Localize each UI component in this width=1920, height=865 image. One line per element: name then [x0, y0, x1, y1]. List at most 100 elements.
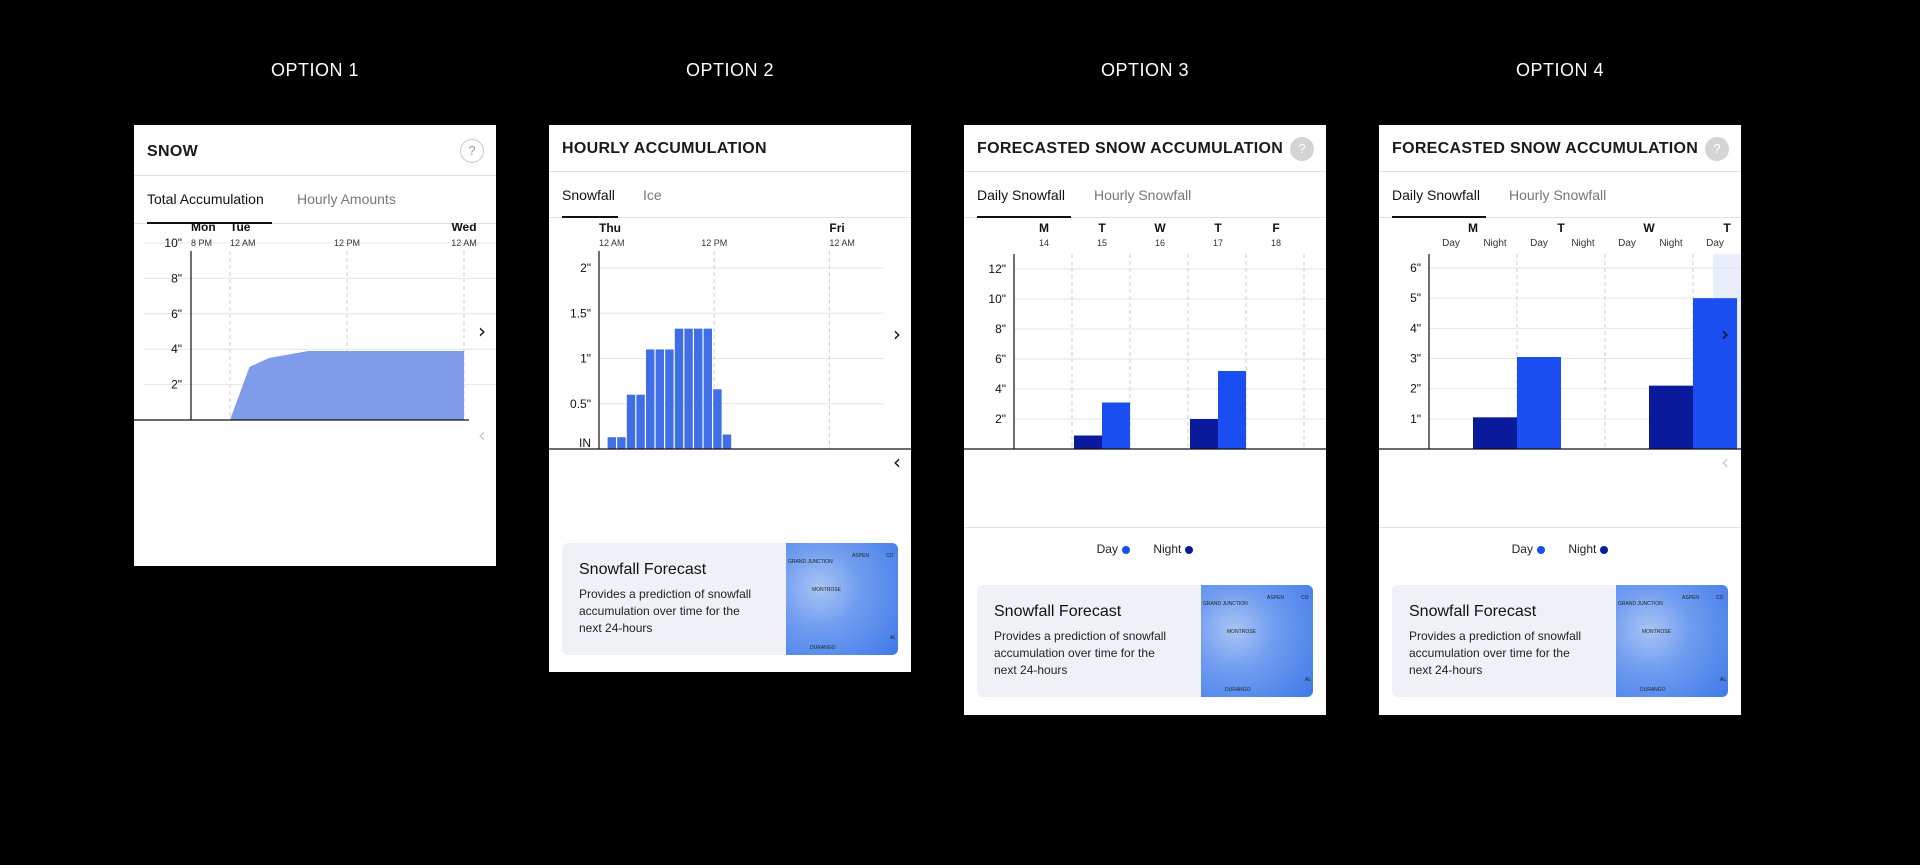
card-header: HOURLY ACCUMULATION [549, 125, 911, 172]
legend-dot-day [1121, 545, 1130, 554]
tab-bar: Daily Snowfall Hourly Snowfall [964, 172, 1326, 218]
day-bar [1218, 371, 1246, 449]
tab-daily-snowfall[interactable]: Daily Snowfall [1392, 187, 1480, 203]
y-tick-label: 2" [580, 261, 591, 275]
option-3-title: OPTION 3 [1100, 60, 1189, 80]
y-tick-label: 12" [988, 262, 1006, 276]
active-tab-indicator [977, 216, 1071, 218]
hourly-bar [674, 328, 684, 449]
map-label: DURANGO [810, 645, 836, 651]
card-title: FORECASTED SNOW ACCUMULATION [1392, 140, 1699, 157]
card-title: HOURLY ACCUMULATION [562, 140, 767, 157]
chevron-left-icon[interactable]: ‹ [478, 423, 486, 447]
x-sub-label: Night [1571, 238, 1595, 249]
map-label: ASPEN [852, 553, 869, 559]
info-description: Provides a prediction of snowfall accumu… [1409, 629, 1582, 677]
card-title: FORECASTED SNOW ACCUMULATION [977, 140, 1284, 157]
tab-bar: Daily Snowfall Hourly Snowfall [1379, 172, 1741, 218]
y-tick-label: 2" [1410, 382, 1421, 396]
map-label: DURANGO [1640, 687, 1666, 693]
tab-hourly-amounts[interactable]: Hourly Amounts [297, 191, 396, 207]
x-sub-label: Night [1483, 238, 1507, 249]
tab-total-accumulation[interactable]: Total Accumulation [147, 191, 264, 207]
question-icon[interactable]: ? [460, 139, 484, 163]
y-tick-label: 1" [580, 352, 591, 366]
x-tick-time: 8 PM [191, 238, 212, 248]
y-tick-label: 2" [995, 412, 1006, 426]
snowfall-forecast-card[interactable]: Snowfall Forecast Provides a prediction … [1392, 585, 1728, 697]
legend-label-night: Night [1153, 542, 1182, 556]
divider [964, 527, 1326, 528]
hourly-bar [646, 349, 655, 449]
info-description: Provides a prediction of snowfall accumu… [994, 629, 1167, 677]
card-header: SNOW ? [134, 125, 496, 176]
y-tick-label: 8" [995, 322, 1006, 336]
tab-hourly-snowfall[interactable]: Hourly Snowfall [1509, 187, 1607, 203]
night-bar [1473, 417, 1517, 449]
hourly-accumulation-card: HOURLY ACCUMULATION Snowfall Ice 2" 1.5" 1… [549, 125, 911, 672]
map-label: CO [1301, 595, 1309, 601]
chevron-left-icon[interactable]: ‹ [1721, 450, 1729, 474]
tab-ice[interactable]: Ice [643, 187, 662, 203]
info-description: Provides a prediction of snowfall accumu… [579, 587, 752, 635]
night-bar [1074, 435, 1102, 449]
chevron-left-icon[interactable]: ‹ [893, 450, 901, 474]
snow-card: SNOW ? Total Accumulation Hourly Amounts… [134, 125, 496, 566]
y-tick-label: 4" [995, 382, 1006, 396]
y-tick-label: 6" [1410, 261, 1421, 275]
map-label: GRAND JUNCTION [1618, 601, 1663, 607]
map-label: AL [890, 635, 897, 641]
x-tick-day: W [1154, 221, 1166, 235]
hourly-bar [694, 328, 703, 449]
info-title: Snowfall Forecast [994, 603, 1122, 620]
info-title: Snowfall Forecast [1409, 603, 1537, 620]
snowfall-map-thumbnail: GRAND JUNCTION ASPEN CO MONTROSE DURANGO… [786, 543, 898, 655]
y-tick-label: 3" [1410, 352, 1421, 366]
tab-daily-snowfall[interactable]: Daily Snowfall [977, 187, 1065, 203]
map-label: AL [1720, 677, 1727, 683]
y-tick-label: 10" [164, 236, 182, 250]
hourly-bar [665, 349, 674, 449]
map-label: MONTROSE [812, 587, 841, 593]
map-label: CO [1716, 595, 1724, 601]
x-tick-day: Mon [191, 223, 216, 234]
chart-legend: Day Night [1379, 542, 1741, 556]
snow-accumulation-chart: 10" 8" 6" 4" 2" Mon 8 PM Tue 12 AM 12 PM Wed 12 AM [134, 223, 496, 421]
y-tick-label: 8" [171, 271, 182, 285]
x-tick-time: 12 AM [829, 238, 855, 248]
option-1-title: OPTION 1 [270, 60, 359, 80]
map-label: GRAND JUNCTION [1203, 601, 1248, 607]
chart-legend: Day Night [964, 542, 1326, 556]
x-tick-day: T [1098, 221, 1106, 235]
day-bar [1102, 402, 1130, 449]
chevron-right-icon[interactable]: › [478, 319, 486, 343]
chevron-right-icon[interactable]: › [893, 322, 901, 346]
y-tick-label: 5" [1410, 291, 1421, 305]
hourly-bar [636, 394, 645, 449]
night-bar [1190, 419, 1218, 449]
x-sub-label: Day [1706, 238, 1724, 249]
x-tick-day: Fri [829, 221, 844, 235]
snowfall-forecast-card[interactable]: Snowfall Forecast Provides a prediction … [977, 585, 1313, 697]
snowfall-forecast-card[interactable]: Snowfall Forecast Provides a prediction … [562, 543, 898, 655]
hourly-bar [722, 434, 732, 449]
map-label: AL [1305, 677, 1312, 683]
x-tick-time: 12 AM [451, 238, 477, 248]
chevron-right-icon[interactable]: › [1721, 322, 1729, 346]
hourly-bar [684, 328, 693, 449]
day-bar [1693, 298, 1737, 449]
tab-hourly-snowfall[interactable]: Hourly Snowfall [1094, 187, 1192, 203]
active-tab-indicator [1392, 216, 1486, 218]
map-label: ASPEN [1267, 595, 1284, 601]
card-header: FORECASTED SNOW ACCUMULATION ? [1379, 125, 1741, 172]
x-tick-day: Tue [230, 223, 251, 234]
tab-snowfall[interactable]: Snowfall [562, 187, 615, 203]
accumulation-area [191, 350, 464, 420]
x-tick-date: 15 [1097, 238, 1107, 248]
y-tick-label: 1.5" [570, 306, 591, 320]
x-tick-day: T [1723, 221, 1731, 235]
question-icon[interactable]: ? [1290, 137, 1314, 161]
question-icon[interactable]: ? [1705, 137, 1729, 161]
x-tick-day: F [1272, 221, 1279, 235]
